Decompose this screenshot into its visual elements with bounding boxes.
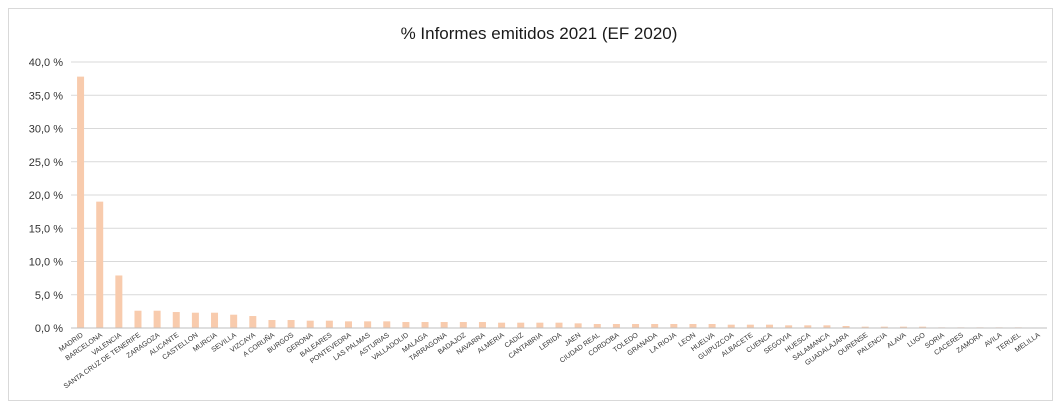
bar	[402, 322, 410, 328]
bar	[478, 322, 486, 328]
bar	[249, 316, 257, 328]
y-tick-label: 25,0 %	[29, 157, 63, 169]
y-tick-label: 10,0 %	[29, 257, 63, 269]
bar	[421, 322, 429, 328]
bar	[651, 324, 659, 328]
bar	[766, 324, 774, 328]
y-axis-ticks: 0,0 % 5,0 % 10,0 % 15,0 % 20,0 % 25,0 % 30,0 %…	[29, 57, 63, 335]
bar	[899, 326, 907, 328]
bar	[880, 326, 888, 328]
bar	[230, 314, 238, 328]
gridlines	[71, 61, 1047, 296]
bar	[708, 324, 716, 328]
chart-title: % Informes emitidos 2021 (EF 2020)	[401, 24, 678, 43]
bar	[861, 326, 869, 328]
bar	[632, 324, 640, 328]
bar	[287, 320, 295, 328]
y-tick-label: 5,0 %	[35, 290, 63, 302]
bar	[593, 324, 601, 328]
bar	[153, 310, 161, 328]
x-tick-label: LERIDA	[538, 332, 563, 352]
chart-frame: % Informes emitidos 2021 (EF 2020) 0,0 %…	[8, 8, 1053, 401]
bar	[172, 312, 180, 328]
bar	[612, 324, 620, 328]
bar	[517, 322, 525, 328]
bar	[746, 324, 754, 328]
bar	[689, 324, 697, 328]
bar	[459, 322, 467, 328]
bar	[574, 323, 582, 328]
bar	[555, 322, 563, 328]
bar	[919, 326, 927, 328]
bar	[211, 312, 219, 328]
bar	[440, 322, 448, 328]
bar	[134, 310, 142, 328]
x-tick-label: LUGO	[906, 332, 927, 349]
bar	[823, 325, 831, 328]
y-tick-label: 30,0 %	[29, 124, 63, 136]
bar	[96, 201, 104, 328]
bar	[670, 324, 678, 328]
bar	[498, 322, 506, 328]
bar-chart: % Informes emitidos 2021 (EF 2020) 0,0 %…	[29, 24, 1047, 390]
y-tick-label: 0,0 %	[35, 323, 63, 335]
bar	[364, 321, 372, 328]
bar	[325, 320, 333, 328]
y-tick-label: 35,0 %	[29, 90, 63, 102]
bars	[77, 76, 1041, 329]
bar	[842, 326, 850, 328]
bar	[344, 321, 352, 328]
y-tick-label: 15,0 %	[29, 223, 63, 235]
bar	[804, 325, 812, 328]
bar	[383, 321, 391, 328]
bar	[77, 76, 85, 328]
bar	[268, 320, 276, 328]
y-tick-label: 40,0 %	[29, 57, 63, 69]
x-tick-label: ALAVA	[886, 332, 908, 350]
bar	[727, 324, 735, 328]
y-tick-label: 20,0 %	[29, 190, 63, 202]
bar	[115, 275, 123, 328]
bar	[306, 320, 314, 328]
bar	[536, 322, 544, 328]
bar	[785, 325, 793, 328]
bar	[191, 312, 199, 328]
